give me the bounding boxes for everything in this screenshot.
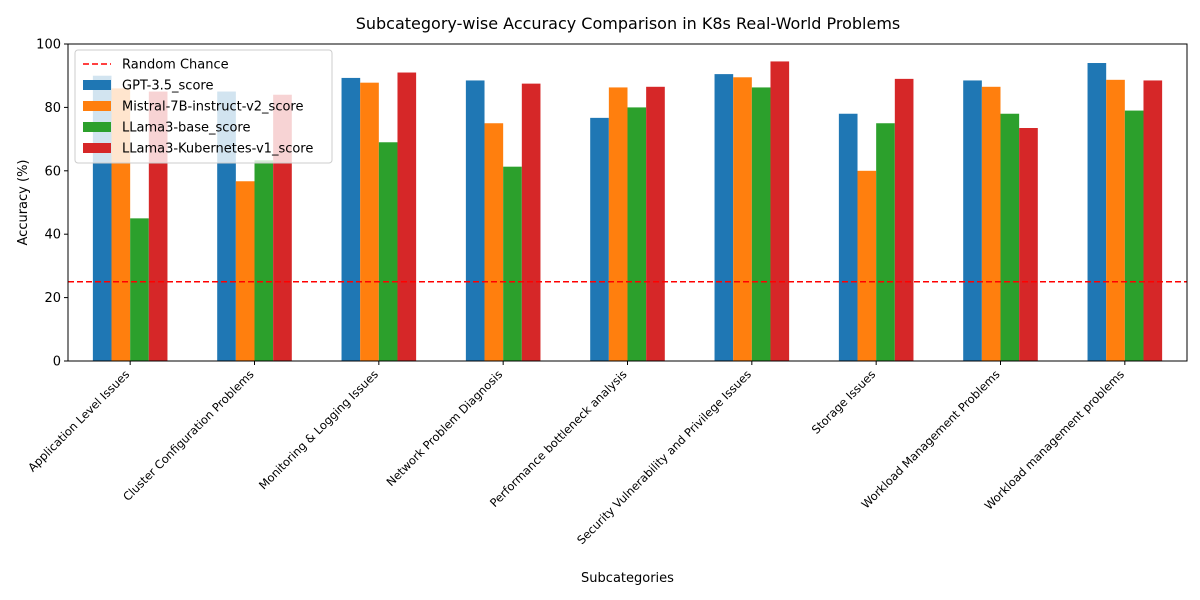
legend-label-2: Mistral-7B-instruct-v2_score xyxy=(122,100,303,115)
y-axis: 0 20 40 60 80 100 xyxy=(36,38,68,370)
y-tick-label-6: 100 xyxy=(36,38,61,53)
bar-2-3 xyxy=(360,82,379,361)
bar-2-9 xyxy=(1106,79,1125,362)
y-tick-label-2: 20 xyxy=(44,291,61,306)
x-tick-label-5: Performance bottleneck analysis xyxy=(487,367,630,510)
legend-box xyxy=(74,49,333,164)
bar-3-3 xyxy=(378,142,398,361)
x-tick-label-9: Workload management problems xyxy=(982,367,1127,512)
x-tick-label-8: Workload Management Problems xyxy=(859,367,1003,511)
bar-4-5 xyxy=(646,86,665,362)
legend: Random Chance GPT-3.5_score Mistral-7B-ins… xyxy=(74,49,333,164)
bar-1-7 xyxy=(838,113,858,362)
bar-3-5 xyxy=(627,107,647,362)
x-tick-label-2: Cluster Configuration Problems xyxy=(120,367,257,504)
bar-2-7 xyxy=(857,170,877,361)
y-tick-label-3: 40 xyxy=(44,228,61,243)
bar-2-2 xyxy=(235,181,255,361)
bar-4-8 xyxy=(1019,128,1038,361)
bar-2-5 xyxy=(608,87,628,361)
bar-3-1 xyxy=(130,218,149,361)
bar-1-4 xyxy=(465,80,485,361)
bar-3-2 xyxy=(254,160,274,361)
x-axis-label: Subcategories xyxy=(581,571,674,586)
bar-4-9 xyxy=(1143,80,1163,361)
legend-swatch-3 xyxy=(83,122,111,132)
y-tick-label-5: 80 xyxy=(44,101,61,116)
bar-4-7 xyxy=(894,78,914,362)
bar-3-7 xyxy=(876,123,895,361)
y-axis-label: Accuracy (%) xyxy=(16,160,31,246)
bars-group xyxy=(92,61,1163,362)
y-tick-label-4: 60 xyxy=(44,164,61,179)
legend-label-3: LLama3-base_score xyxy=(122,121,250,136)
bar-1-6 xyxy=(714,74,734,362)
legend-label-0: Random Chance xyxy=(122,58,229,73)
bar-4-6 xyxy=(770,61,790,362)
bar-2-4 xyxy=(484,123,504,361)
legend-swatch-4 xyxy=(83,143,111,153)
bar-1-8 xyxy=(963,80,982,361)
legend-swatch-2 xyxy=(83,101,111,111)
legend-label-4: LLama3-Kubernetes-v1_score xyxy=(122,142,313,157)
bar-4-3 xyxy=(397,72,417,361)
bar-3-8 xyxy=(1000,113,1020,362)
y-tick-label-1: 0 xyxy=(53,355,61,370)
bar-3-4 xyxy=(503,166,522,361)
x-tick-label-1: Application Level Issues xyxy=(25,367,132,474)
bar-4-4 xyxy=(521,83,541,361)
bar-1-9 xyxy=(1087,63,1107,362)
bar-1-5 xyxy=(590,117,609,362)
bar-2-8 xyxy=(981,86,1001,362)
x-tick-label-4: Network Problem Diagnosis xyxy=(383,367,505,489)
bar-1-3 xyxy=(341,77,361,361)
bar-2-6 xyxy=(733,77,752,361)
x-tick-label-7: Storage Issues xyxy=(809,367,879,437)
bar-3-9 xyxy=(1124,110,1144,361)
legend-swatch-1 xyxy=(83,80,111,90)
x-tick-label-3: Monitoring & Logging Issues xyxy=(256,367,381,492)
chart-title: Subcategory-wise Accuracy Comparison in … xyxy=(356,14,901,33)
bar-3-6 xyxy=(751,87,771,361)
legend-label-1: GPT-3.5_score xyxy=(122,79,213,94)
